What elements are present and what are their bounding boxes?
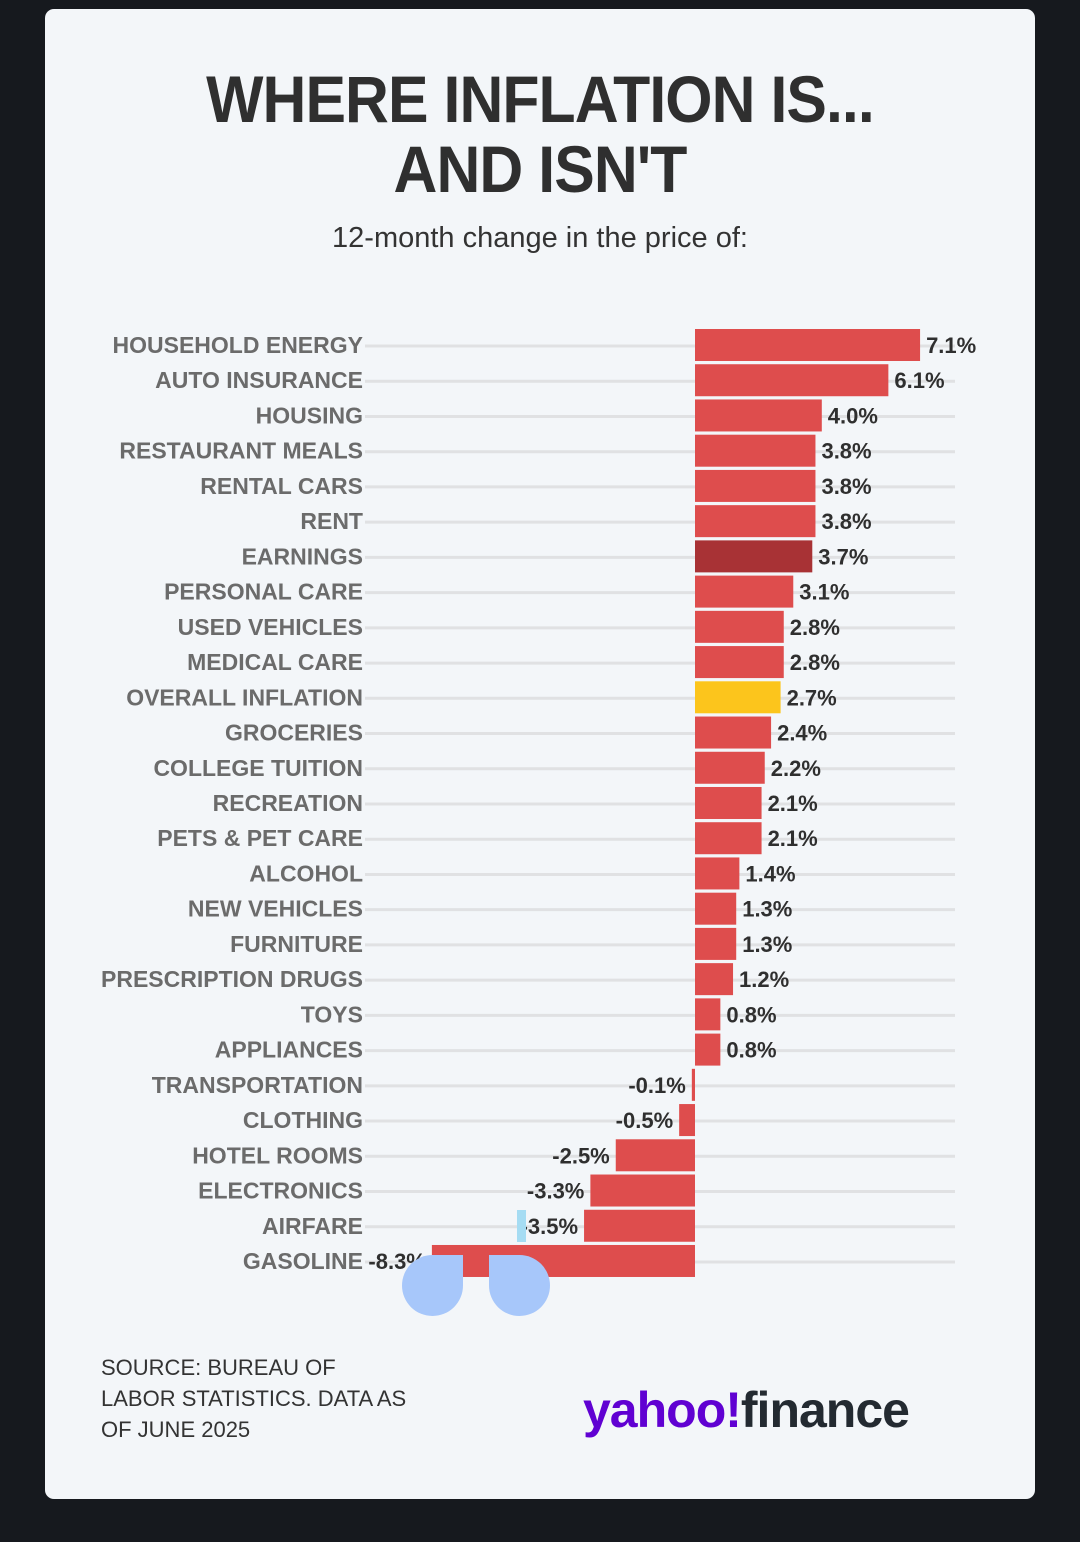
value-label: 3.8% bbox=[821, 509, 871, 534]
bar-recreation bbox=[695, 786, 762, 819]
value-label: 2.2% bbox=[771, 756, 821, 781]
category-label: AUTO INSURANCE bbox=[155, 367, 363, 393]
value-label: 3.7% bbox=[818, 544, 868, 569]
bar-gasoline bbox=[431, 1244, 695, 1277]
value-label: 7.1% bbox=[926, 333, 976, 358]
category-label: PERSONAL CARE bbox=[164, 579, 363, 605]
value-label: 3.8% bbox=[821, 439, 871, 464]
bar-housing bbox=[695, 399, 822, 432]
bar-appliances bbox=[695, 1033, 721, 1066]
value-label: 2.1% bbox=[768, 791, 818, 816]
category-label: COLLEGE TUITION bbox=[153, 755, 363, 781]
text-selection-highlight bbox=[517, 1210, 526, 1242]
bar-earnings bbox=[695, 540, 813, 573]
source-note: SOURCE: BUREAU OF LABOR STATISTICS. DATA… bbox=[101, 1352, 461, 1445]
bar-personal-care bbox=[695, 575, 794, 608]
category-label: AIRFARE bbox=[262, 1213, 363, 1239]
logo-finance: finance bbox=[740, 1382, 910, 1438]
value-label: -3.3% bbox=[527, 1179, 584, 1204]
chart-subtitle: 12-month change in the price of: bbox=[332, 222, 748, 254]
bar-rent bbox=[695, 505, 816, 538]
category-label: HOUSEHOLD ENERGY bbox=[113, 332, 363, 358]
category-label: OVERALL INFLATION bbox=[126, 684, 363, 710]
category-label: PRESCRIPTION DRUGS bbox=[101, 966, 363, 992]
category-label: PETS & PET CARE bbox=[157, 825, 363, 851]
overlay-shape-left bbox=[402, 1255, 463, 1316]
category-label: TOYS bbox=[301, 1001, 363, 1027]
logo-yahoo: yahoo! bbox=[583, 1382, 742, 1438]
bar-clothing bbox=[679, 1104, 695, 1137]
value-label: 3.8% bbox=[821, 474, 871, 499]
bar-groceries bbox=[695, 716, 772, 749]
bar-household-energy bbox=[695, 329, 921, 361]
bar-furniture bbox=[695, 927, 737, 960]
category-label: ALCOHOL bbox=[249, 860, 363, 886]
category-label: HOUSING bbox=[256, 402, 363, 428]
bar-rental-cars bbox=[695, 469, 816, 502]
value-label: 1.3% bbox=[742, 897, 792, 922]
value-label: 6.1% bbox=[894, 368, 944, 393]
value-labels: 7.1% 6.1% 4.0% 3.8% 3.8% 3.8% 3.7% 3.1% 2.8% 2.8%… bbox=[368, 333, 976, 1274]
value-label: 2.4% bbox=[777, 721, 827, 746]
value-label: 2.1% bbox=[768, 826, 818, 851]
value-label: 0.8% bbox=[726, 1038, 776, 1063]
category-label: HOTEL ROOMS bbox=[192, 1142, 363, 1168]
bar-transportation bbox=[691, 1068, 695, 1101]
category-label: MEDICAL CARE bbox=[187, 649, 363, 675]
value-label: -0.1% bbox=[628, 1073, 685, 1098]
bar-electronics bbox=[590, 1174, 695, 1207]
bar-toys bbox=[695, 998, 721, 1031]
bar-prescription-drugs bbox=[695, 963, 734, 996]
bar-new-vehicles bbox=[695, 892, 737, 925]
category-label: GROCERIES bbox=[225, 720, 363, 746]
bar-restaurant-meals bbox=[695, 434, 816, 467]
value-label: 3.1% bbox=[799, 580, 849, 605]
bar-hotel-rooms bbox=[615, 1139, 695, 1172]
value-label: -3.5% bbox=[521, 1214, 578, 1239]
value-label: 1.4% bbox=[745, 861, 795, 886]
page-title-line1: WHERE INFLATION IS... bbox=[206, 62, 875, 136]
yahoo-finance-logo: yahoo!finance bbox=[583, 1380, 910, 1440]
bar-college-tuition bbox=[695, 751, 765, 784]
bar-used-vehicles bbox=[695, 610, 784, 643]
source-line-3: OF JUNE 2025 bbox=[101, 1417, 251, 1442]
value-label: 2.8% bbox=[790, 615, 840, 640]
category-label: RESTAURANT MEALS bbox=[119, 438, 363, 464]
value-label: -2.5% bbox=[552, 1143, 609, 1168]
value-label: -0.5% bbox=[616, 1108, 673, 1133]
category-labels: HOUSEHOLD ENERGY AUTO INSURANCE HOUSING RES… bbox=[101, 332, 363, 1274]
value-label: 2.8% bbox=[790, 650, 840, 675]
bar-airfare bbox=[584, 1209, 695, 1242]
category-label: ELECTRONICS bbox=[198, 1178, 363, 1204]
category-label: CLOTHING bbox=[243, 1107, 363, 1133]
bar-auto-insurance bbox=[695, 364, 889, 397]
category-label: GASOLINE bbox=[243, 1248, 363, 1274]
category-label: RENT bbox=[300, 508, 363, 534]
category-label: RECREATION bbox=[213, 790, 363, 816]
category-label: FURNITURE bbox=[230, 931, 363, 957]
value-label: 0.8% bbox=[726, 1002, 776, 1027]
bar-medical-care bbox=[695, 646, 784, 679]
category-label: TRANSPORTATION bbox=[152, 1072, 363, 1098]
value-label: 1.3% bbox=[742, 932, 792, 957]
category-label: APPLIANCES bbox=[215, 1037, 363, 1063]
bars bbox=[431, 329, 921, 1277]
category-label: EARNINGS bbox=[242, 543, 363, 569]
value-label: 4.0% bbox=[828, 403, 878, 428]
page-title-line2: AND ISN'T bbox=[393, 132, 688, 206]
value-label: 2.7% bbox=[787, 685, 837, 710]
category-label: NEW VEHICLES bbox=[188, 896, 363, 922]
category-label: RENTAL CARS bbox=[200, 473, 363, 499]
bar-pets-pet-care bbox=[695, 822, 762, 855]
bar-alcohol bbox=[695, 857, 740, 890]
overlay-shape-right bbox=[489, 1255, 550, 1316]
bar-overall-inflation bbox=[695, 681, 781, 714]
source-line-1: SOURCE: BUREAU OF bbox=[101, 1355, 336, 1380]
value-label: 1.2% bbox=[739, 967, 789, 992]
category-label: USED VEHICLES bbox=[178, 614, 363, 640]
source-line-2: LABOR STATISTICS. DATA AS bbox=[101, 1386, 407, 1411]
